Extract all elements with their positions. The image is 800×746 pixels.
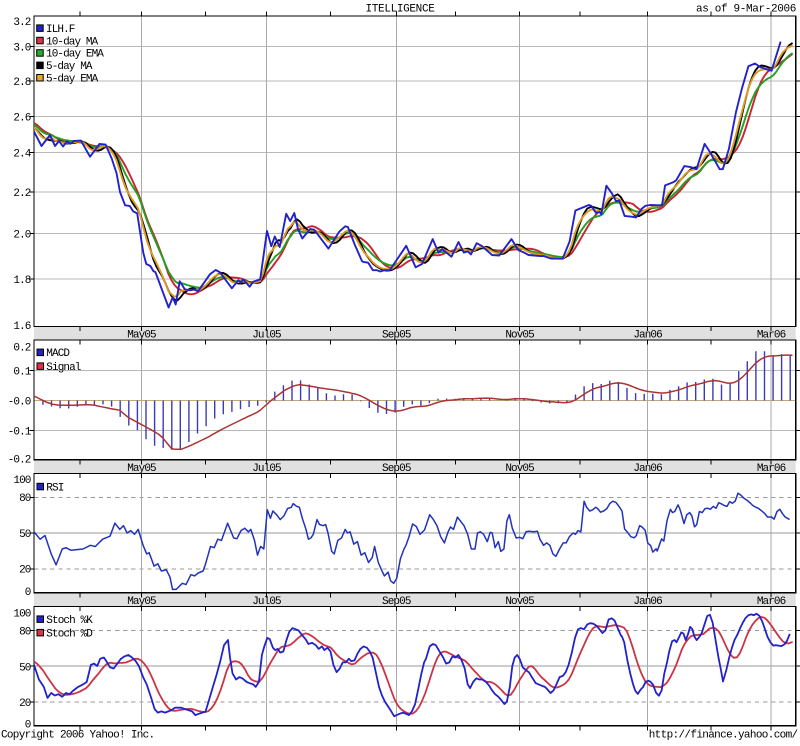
svg-text:MACD: MACD: [46, 348, 70, 360]
svg-text:Copyright 2006 Yahoo! Inc.: Copyright 2006 Yahoo! Inc.: [1, 730, 154, 742]
svg-text:2.0: 2.0: [13, 230, 30, 242]
svg-text:Mar06: Mar06: [757, 330, 786, 342]
svg-text:Jul05: Jul05: [252, 463, 281, 475]
svg-text:10-day EMA: 10-day EMA: [46, 49, 104, 61]
svg-text:5-day EMA: 5-day EMA: [46, 74, 99, 86]
svg-text:3.2: 3.2: [13, 17, 30, 29]
svg-text:2.6: 2.6: [13, 112, 30, 124]
svg-text:100: 100: [13, 608, 30, 620]
svg-text:Jul05: Jul05: [252, 330, 281, 342]
svg-text:3.0: 3.0: [13, 42, 30, 54]
svg-text:Jul05: Jul05: [252, 596, 281, 608]
svg-text:RSI: RSI: [46, 482, 63, 494]
svg-text:80: 80: [19, 493, 31, 505]
svg-text:-0.0: -0.0: [8, 396, 31, 408]
svg-text:50: 50: [19, 529, 31, 541]
svg-text:Nov05: Nov05: [505, 330, 534, 342]
svg-text:20: 20: [19, 698, 31, 710]
svg-text:-0.1: -0.1: [8, 426, 32, 438]
svg-text:Sep05: Sep05: [382, 596, 411, 608]
svg-text:Jan06: Jan06: [633, 330, 662, 342]
svg-text:Sep05: Sep05: [382, 463, 411, 475]
svg-text:Signal: Signal: [46, 362, 81, 374]
svg-text:Sep05: Sep05: [382, 330, 411, 342]
svg-text:Jan06: Jan06: [633, 596, 662, 608]
svg-text:Nov05: Nov05: [505, 463, 534, 475]
svg-text:50: 50: [19, 663, 31, 675]
svg-text:20: 20: [19, 565, 31, 577]
svg-text:0: 0: [25, 587, 31, 599]
svg-text:0.1: 0.1: [13, 366, 31, 378]
svg-text:2.2: 2.2: [13, 188, 30, 200]
svg-text:80: 80: [19, 627, 31, 639]
svg-text:0.2: 0.2: [13, 342, 30, 354]
svg-text:ITELLIGENCE: ITELLIGENCE: [366, 4, 436, 16]
svg-text:10-day MA: 10-day MA: [46, 36, 99, 48]
svg-text:0: 0: [25, 719, 31, 731]
svg-text:Mar06: Mar06: [757, 463, 786, 475]
svg-text:100: 100: [13, 475, 30, 487]
svg-text:May05: May05: [127, 463, 156, 475]
svg-text:May05: May05: [127, 596, 156, 608]
svg-text:2.4: 2.4: [13, 149, 31, 161]
svg-text:Stoch %D: Stoch %D: [46, 628, 93, 640]
svg-text:5-day MA: 5-day MA: [46, 61, 93, 73]
svg-text:Stoch %K: Stoch %K: [46, 615, 93, 627]
svg-text:Nov05: Nov05: [505, 596, 534, 608]
svg-text:ILH.F: ILH.F: [46, 24, 75, 36]
svg-text:http://finance.yahoo.com/: http://finance.yahoo.com/: [649, 730, 798, 742]
svg-text:Mar06: Mar06: [757, 596, 786, 608]
svg-text:2.8: 2.8: [13, 77, 30, 89]
svg-text:as of 9-Mar-2006: as of 9-Mar-2006: [696, 4, 796, 16]
svg-text:Jan06: Jan06: [633, 463, 662, 475]
svg-text:-0.2: -0.2: [8, 454, 31, 466]
svg-text:May05: May05: [127, 330, 156, 342]
svg-text:1.8: 1.8: [13, 275, 30, 287]
svg-text:1.6: 1.6: [13, 321, 30, 333]
